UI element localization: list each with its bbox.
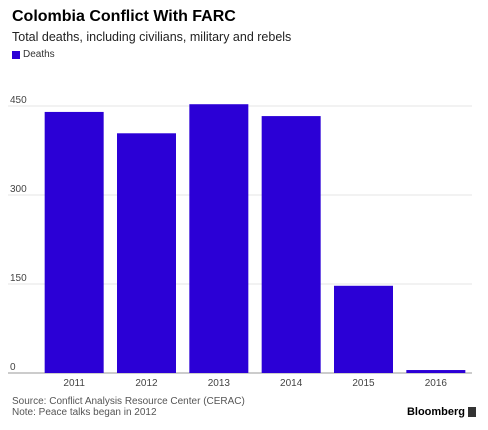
- bar-2011: [44, 111, 104, 373]
- x-tick-label-2015: 2015: [352, 378, 375, 389]
- chart-subtitle: Total deaths, including civilians, milit…: [12, 30, 292, 44]
- legend: Deaths: [12, 49, 55, 60]
- bar-2015: [334, 285, 393, 373]
- x-tick-label-2016: 2016: [425, 378, 448, 389]
- legend-swatch: [12, 50, 20, 59]
- y-tick-label: 450: [10, 95, 27, 106]
- y-tick-label: 300: [10, 184, 27, 195]
- y-tick-label: 150: [10, 273, 27, 284]
- brand-name: Bloomberg: [406, 406, 465, 418]
- legend-label: Deaths: [23, 49, 55, 60]
- bar-2014: [261, 116, 321, 373]
- x-tick-label-2013: 2013: [208, 378, 231, 389]
- x-tick-label-2011: 2011: [63, 378, 85, 389]
- brand: Bloomberg: [407, 406, 476, 418]
- bar-2013: [189, 104, 249, 373]
- bar-2012: [117, 133, 176, 373]
- bar-2016: [406, 370, 466, 373]
- x-tick-label-2012: 2012: [135, 378, 158, 389]
- chart-title: Colombia Conflict With FARC: [12, 8, 236, 25]
- footer: Source: Conflict Analysis Resource Cente…: [12, 396, 245, 418]
- bloomberg-logo-icon: [468, 407, 476, 417]
- y-tick-label: 0: [10, 362, 16, 373]
- source-note: Source: Conflict Analysis Resource Cente…: [12, 396, 245, 407]
- x-tick-label-2014: 2014: [280, 378, 303, 389]
- peace-talks-note: Note: Peace talks began in 2012: [12, 407, 157, 418]
